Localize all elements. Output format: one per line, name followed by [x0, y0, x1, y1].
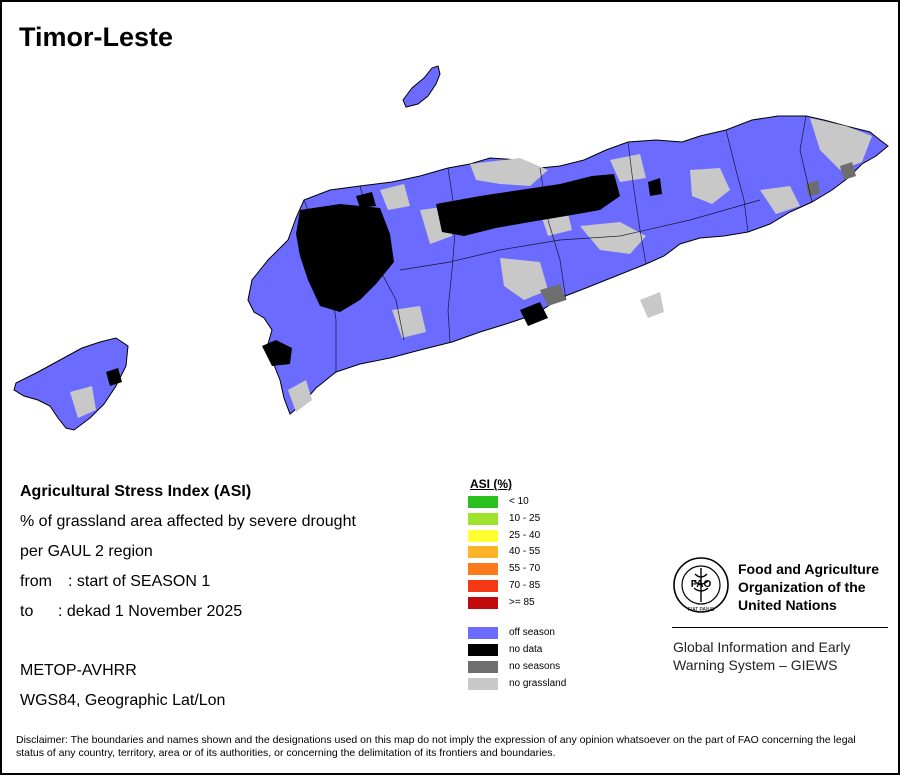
no-grassland-patches — [70, 118, 872, 418]
map-canvas — [13, 65, 889, 431]
fao-name-line3: United Nations — [738, 597, 837, 613]
legend-label: >= 85 — [509, 596, 535, 608]
legend-swatch — [468, 496, 498, 508]
legend-swatch — [468, 678, 498, 690]
no-data-patches — [106, 174, 662, 386]
admin-boundaries — [303, 115, 813, 372]
legend-swatch — [468, 627, 498, 639]
index-aggregation: per GAUL 2 region — [20, 543, 153, 560]
legend-label: no data — [509, 644, 543, 655]
island-atauro — [402, 65, 441, 108]
legend-swatch — [468, 512, 498, 525]
legend-swatch — [468, 546, 498, 559]
legend-swatch — [468, 529, 498, 542]
legend-label: 10 - 25 — [509, 512, 541, 524]
legend-label: no seasons — [509, 661, 561, 672]
legend-label: no grassland — [509, 678, 567, 689]
legend-label: 25 - 40 — [509, 529, 541, 541]
giews-line1: Global Information and Early — [673, 639, 851, 655]
legend-title: ASI (%) — [470, 477, 512, 491]
fao-name-line1: Food and Agriculture — [738, 561, 880, 577]
period-to-value: : dekad 1 November 2025 — [58, 603, 243, 620]
legend-swatch — [468, 644, 498, 656]
fao-logo-icon: FAO FIAT PANIS — [673, 557, 729, 613]
legend-swatch — [468, 661, 498, 673]
fao-logo-motto: FIAT PANIS — [688, 607, 715, 613]
period-from-label: from — [20, 573, 52, 590]
giews-line2: Warning System – GIEWS — [673, 657, 838, 673]
map-title: Timor-Leste — [19, 22, 174, 52]
legend-label: 55 - 70 — [509, 563, 541, 575]
index-description: % of grassland area affected by severe d… — [20, 513, 356, 530]
legend-label: 40 - 55 — [509, 546, 541, 558]
fao-name: Food and Agriculture Organization of the… — [738, 560, 879, 614]
legend-swatch — [468, 580, 498, 592]
period-from-value: : start of SEASON 1 — [68, 573, 211, 590]
projection-name: WGS84, Geographic Lat/Lon — [20, 692, 226, 709]
divider — [672, 627, 888, 628]
giews-name: Global Information and Early Warning Sys… — [673, 638, 850, 674]
disclaimer: Disclaimer: The boundaries and names sho… — [16, 734, 856, 759]
legend-label: off season — [509, 627, 555, 638]
fao-logo-text: FAO — [691, 579, 712, 590]
region-oecusse — [13, 337, 129, 431]
legend-swatch — [468, 596, 498, 609]
sensor-name: METOP-AVHRR — [20, 662, 137, 679]
legend-label: 70 - 85 — [509, 580, 541, 591]
legend-label: < 10 — [509, 496, 529, 507]
period-to-label: to — [20, 603, 34, 620]
index-heading: Agricultural Stress Index (ASI) — [20, 483, 252, 500]
fao-name-line2: Organization of the — [738, 579, 866, 595]
legend-swatch — [468, 563, 498, 576]
